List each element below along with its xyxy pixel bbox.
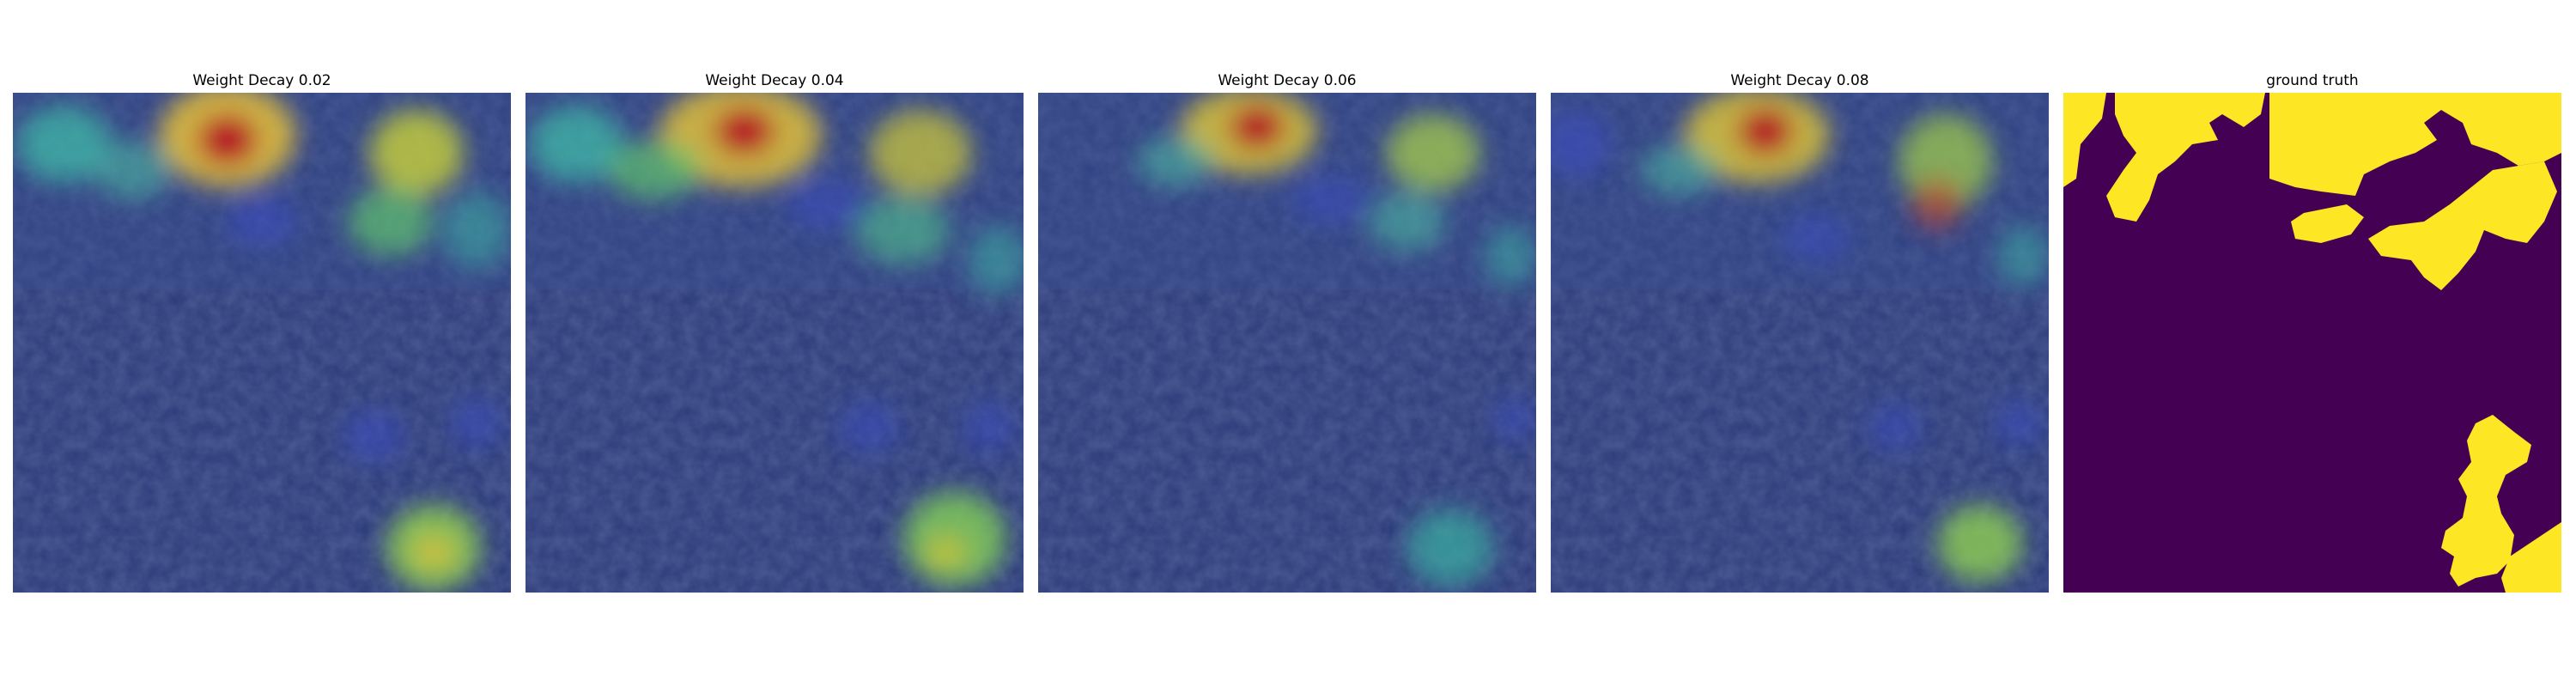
heatmap-panel-weight-decay-006 [1038,93,1536,593]
ground-truth-mask-image [2063,93,2561,593]
heatmap-overlay-image [1038,93,1536,593]
panel-title-4: Weight Decay 0.08 [1730,72,1869,89]
heatmap-overlay-image [13,93,511,593]
heatmap-panel-weight-decay-004 [526,93,1024,593]
mask-regions [2063,93,2561,593]
activation-blobs [530,93,1024,587]
panel-title-1: Weight Decay 0.02 [192,72,331,89]
ground-truth-mask-panel [2063,93,2561,593]
panel-title-5: ground truth [2266,72,2359,89]
heatmap-panel-weight-decay-008 [1551,93,2049,593]
panel-title-2: Weight Decay 0.04 [705,72,844,89]
activation-blobs [1137,93,1536,587]
heatmap-panel-weight-decay-002 [13,93,511,593]
heatmap-overlay-image [526,93,1024,593]
activation-blobs [1551,93,2049,582]
activation-blobs [17,93,511,591]
panel-title-3: Weight Decay 0.06 [1218,72,1357,89]
heatmap-overlay-image [1551,93,2049,593]
